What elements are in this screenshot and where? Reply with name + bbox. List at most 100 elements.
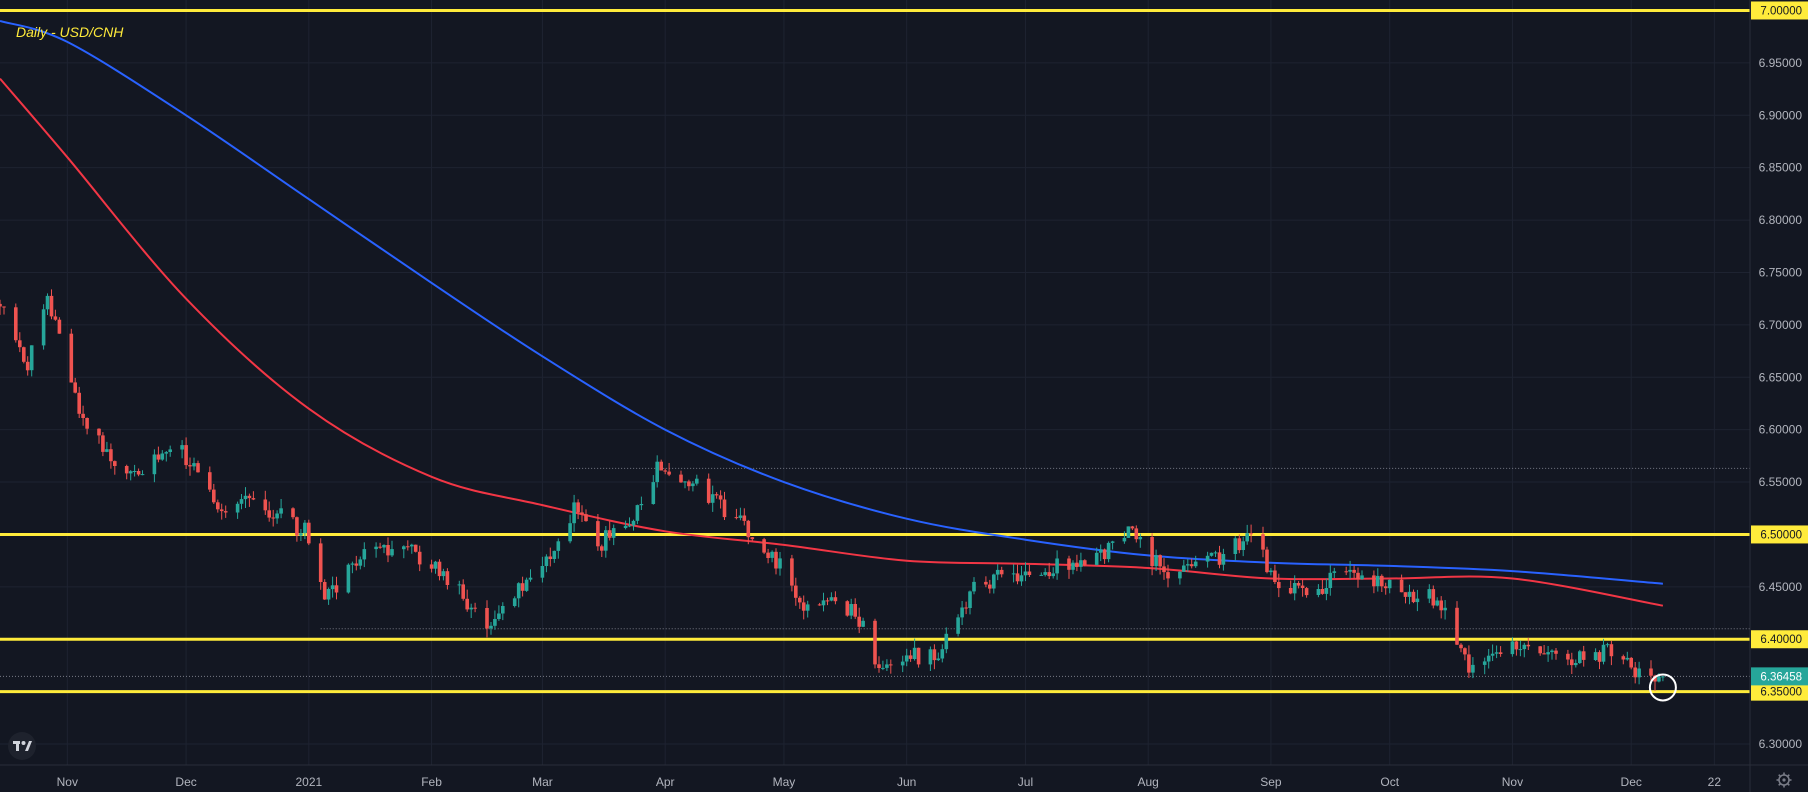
candle-body bbox=[295, 517, 299, 536]
candle-body bbox=[936, 658, 941, 661]
time-tick-label: 22 bbox=[1708, 775, 1722, 789]
gear-hub bbox=[1782, 778, 1786, 782]
candle-body bbox=[1490, 653, 1495, 656]
candle-body bbox=[1550, 650, 1554, 653]
candle-body bbox=[251, 498, 256, 500]
candle-body bbox=[433, 561, 438, 569]
candle-body bbox=[1106, 542, 1111, 560]
candle-body bbox=[762, 539, 766, 553]
candle-body bbox=[964, 607, 968, 609]
candle-body bbox=[821, 600, 826, 606]
candle-body bbox=[1217, 552, 1222, 565]
candle-body bbox=[849, 604, 853, 616]
candle-body bbox=[350, 563, 355, 565]
settings-gear-icon[interactable] bbox=[1776, 772, 1792, 788]
candle-body bbox=[1522, 644, 1527, 650]
candle-body bbox=[1356, 572, 1360, 580]
candle-body bbox=[1292, 583, 1297, 594]
candle-body bbox=[988, 584, 992, 589]
candle-body bbox=[972, 581, 976, 592]
candle-body bbox=[742, 515, 747, 521]
candle-body bbox=[152, 454, 157, 475]
candle-body bbox=[413, 544, 418, 552]
candle-body bbox=[1352, 569, 1356, 573]
candle-body bbox=[299, 533, 303, 536]
candle-body bbox=[1637, 668, 1641, 678]
candle-body bbox=[718, 495, 723, 500]
candle-body bbox=[1387, 579, 1392, 589]
price-tick-label: 6.70000 bbox=[1759, 318, 1803, 332]
candle-body bbox=[805, 604, 810, 611]
candle-body bbox=[710, 494, 715, 503]
candle-body bbox=[778, 558, 782, 569]
candle-body bbox=[1205, 555, 1210, 562]
candle-body bbox=[687, 481, 691, 487]
candle-body bbox=[655, 461, 659, 483]
candle-body bbox=[1482, 661, 1487, 665]
candle-body bbox=[904, 655, 909, 662]
candle-body bbox=[489, 625, 493, 629]
candle-body bbox=[461, 584, 465, 599]
candle-body bbox=[1094, 552, 1099, 565]
candle-body bbox=[429, 564, 434, 569]
candle-body bbox=[49, 295, 54, 317]
candle-body bbox=[1605, 644, 1610, 646]
price-tick-label: 6.85000 bbox=[1759, 161, 1803, 175]
candle-body bbox=[1633, 667, 1637, 678]
candle-body bbox=[1055, 558, 1059, 574]
candle-body bbox=[999, 569, 1004, 575]
candle-body bbox=[1498, 652, 1503, 654]
candle-body bbox=[1182, 565, 1186, 572]
candle-body bbox=[1328, 572, 1333, 588]
candle-body bbox=[2, 306, 6, 308]
candle-body bbox=[109, 449, 113, 462]
candle-body bbox=[1079, 560, 1083, 567]
candle-body bbox=[1320, 589, 1325, 594]
candle-body bbox=[1273, 570, 1277, 582]
candle-body bbox=[635, 505, 640, 521]
candle-body bbox=[271, 517, 275, 519]
candle-body bbox=[580, 512, 584, 515]
candle-body bbox=[386, 545, 390, 556]
candle-body bbox=[1653, 675, 1657, 682]
candle-body bbox=[192, 463, 196, 467]
candle-body bbox=[1467, 654, 1471, 673]
candle-body bbox=[1380, 575, 1384, 587]
candle-body bbox=[465, 598, 469, 610]
candle-body bbox=[1621, 656, 1626, 660]
candle-body bbox=[1486, 655, 1491, 662]
price-axis[interactable]: 6.95000 6.90000 6.85000 6.80000 6.75000 6.700… bbox=[1751, 1, 1808, 751]
level-price-tag-label: 7.00000 bbox=[1760, 5, 1802, 17]
candle-body bbox=[1601, 644, 1606, 662]
price-tick-label: 6.95000 bbox=[1759, 56, 1803, 70]
candle-body bbox=[180, 445, 184, 450]
candle-body bbox=[944, 633, 949, 650]
time-tick-label: Dec bbox=[1621, 775, 1642, 789]
candle-body bbox=[667, 471, 671, 475]
time-axis[interactable]: Nov Dec 2021 Feb Mar Apr May Jun Jul Aug Sep Oct Nov… bbox=[57, 775, 1722, 789]
candle-body bbox=[798, 597, 802, 603]
level-price-tag-label: 6.35000 bbox=[1760, 687, 1802, 699]
price-tick-label: 6.90000 bbox=[1759, 108, 1803, 122]
candle-body bbox=[928, 649, 933, 665]
candle-body bbox=[457, 584, 462, 586]
candle-body bbox=[239, 499, 244, 504]
candle-body bbox=[1542, 653, 1546, 655]
candle-body bbox=[263, 499, 268, 511]
candle-body bbox=[548, 556, 553, 559]
price-tick-label: 6.65000 bbox=[1759, 370, 1803, 384]
candle-body bbox=[873, 620, 877, 665]
candle-body bbox=[1593, 652, 1598, 660]
candle-body bbox=[706, 478, 711, 503]
candle-body bbox=[825, 600, 830, 602]
candle-body bbox=[212, 489, 216, 503]
candle-body bbox=[984, 581, 988, 585]
candle-body bbox=[362, 549, 367, 560]
candle-body bbox=[611, 528, 616, 538]
candle-body bbox=[1455, 607, 1459, 645]
candle-body bbox=[695, 478, 699, 484]
level-price-tag-label: 6.40000 bbox=[1760, 634, 1802, 646]
tradingview-logo[interactable] bbox=[8, 732, 36, 760]
candle-body bbox=[932, 649, 937, 661]
